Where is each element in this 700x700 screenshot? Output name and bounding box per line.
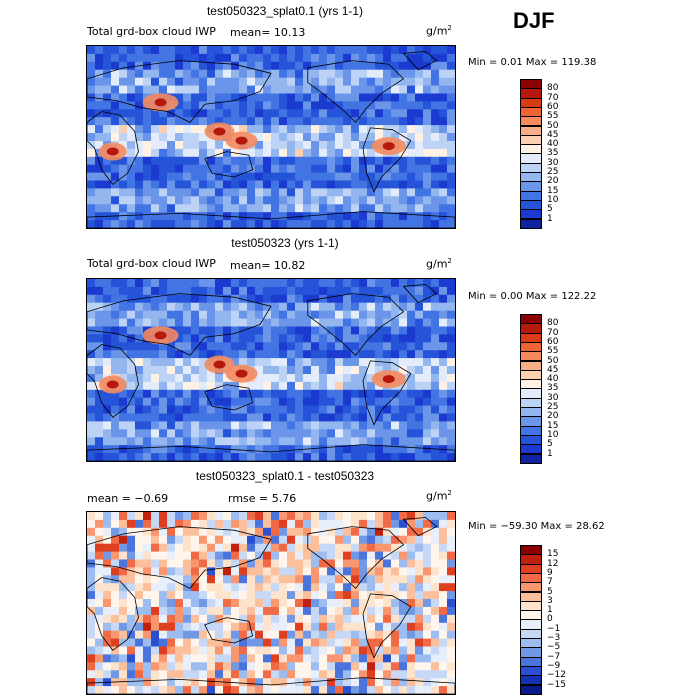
colorbar-label: 10	[547, 429, 559, 440]
colorbar-label: 70	[547, 327, 559, 338]
panel-3-minmax: Min = −59.30 Max = 28.62	[468, 521, 605, 532]
colorbar-label: 1	[547, 605, 553, 616]
colorbar-label: 3	[547, 595, 553, 606]
colorbar-label: 45	[547, 129, 559, 140]
colorbar-label: 30	[547, 392, 559, 403]
panel-1-title: test050323_splat0.1 (yrs 1-1)	[206, 4, 364, 18]
colorbar-label: 15	[547, 185, 559, 196]
panel-3-title: test050323_splat0.1 - test050323	[195, 469, 375, 483]
colorbar-label: 25	[547, 402, 559, 412]
colorbar-label: 80	[547, 83, 559, 94]
colorbar-label: −9	[547, 660, 561, 671]
colorbar-label: 9	[547, 567, 553, 578]
colorbar-swatch	[520, 684, 542, 695]
colorbar-label: −5	[547, 642, 561, 653]
colorbar-label: 5	[547, 204, 553, 215]
panel-1-minmax: Min = 0.01 Max = 119.38	[468, 57, 597, 68]
colorbar-label: 1	[547, 448, 553, 459]
colorbar-label: 20	[547, 411, 559, 422]
season-label: DJF	[513, 8, 555, 33]
colorbar-label: 45	[547, 364, 559, 375]
colorbar-label: 35	[547, 383, 559, 394]
colorbar-label: 55	[547, 111, 559, 122]
colorbar-label: −7	[547, 651, 561, 662]
panel-2-mean: mean= 10.82	[230, 259, 306, 272]
colorbar-label: 55	[547, 346, 559, 357]
colorbar-label: 70	[547, 92, 559, 103]
colorbar-label: 5	[547, 439, 553, 450]
colorbar-label: 40	[547, 139, 559, 150]
colorbar-label: 1	[547, 213, 553, 224]
panel-2-colorbar: 80 70 60 55 50 45 40 35 30 25 20 15 10 5 1	[520, 314, 580, 464]
colorbar-label: 15	[547, 420, 559, 431]
colorbar-label: 20	[547, 176, 559, 187]
colorbar-label: 15	[547, 549, 559, 560]
panel-1-map	[86, 45, 456, 229]
panel-3-mean: mean = −0.69	[87, 492, 169, 505]
colorbar-label: −12	[547, 670, 566, 681]
panel-2-variable: Total grd-box cloud IWP	[87, 257, 216, 270]
panel-3-colorbar: 15 12 9 7 5 3 1 0 −1 −3 −5 −7 −9 −12 −15	[520, 545, 580, 695]
colorbar-label: 7	[547, 577, 553, 588]
panel-2-minmax: Min = 0.00 Max = 122.22	[468, 291, 597, 302]
colorbar-label: 50	[547, 355, 559, 366]
colorbar-label: 5	[547, 586, 553, 597]
panel-2-units: g/m2	[426, 257, 452, 271]
colorbar-label: 30	[547, 157, 559, 168]
colorbar-label: 50	[547, 120, 559, 131]
colorbar-label: 25	[547, 167, 559, 177]
colorbar-label: 40	[547, 374, 559, 385]
colorbar-label: −15	[547, 679, 566, 690]
colorbar-swatch	[520, 218, 542, 229]
colorbar-swatch	[520, 453, 542, 464]
panel-3-units: g/m2	[426, 489, 452, 503]
colorbar-label: 12	[547, 558, 559, 569]
colorbar-label: 10	[547, 194, 559, 205]
colorbar-label: 60	[547, 101, 559, 112]
colorbar-label: 35	[547, 148, 559, 159]
colorbar-label: 60	[547, 336, 559, 347]
colorbar-label: 80	[547, 318, 559, 329]
panel-1-mean: mean= 10.13	[230, 26, 306, 39]
panel-1-colorbar: 80 70 60 55 50 45 40 35 30 25 20 15 10 5 1	[520, 79, 580, 229]
panel-3-rmse: rmse = 5.76	[228, 492, 297, 505]
panel-3-map	[86, 511, 456, 695]
panel-1-variable: Total grd-box cloud IWP	[87, 25, 216, 38]
colorbar-label: −3	[547, 633, 561, 643]
panel-2-map	[86, 278, 456, 462]
colorbar-label: 0	[547, 614, 553, 625]
colorbar-label: −1	[547, 623, 561, 634]
panel-1-units: g/m2	[426, 24, 452, 38]
panel-2-title: test050323 (yrs 1-1)	[231, 236, 339, 250]
